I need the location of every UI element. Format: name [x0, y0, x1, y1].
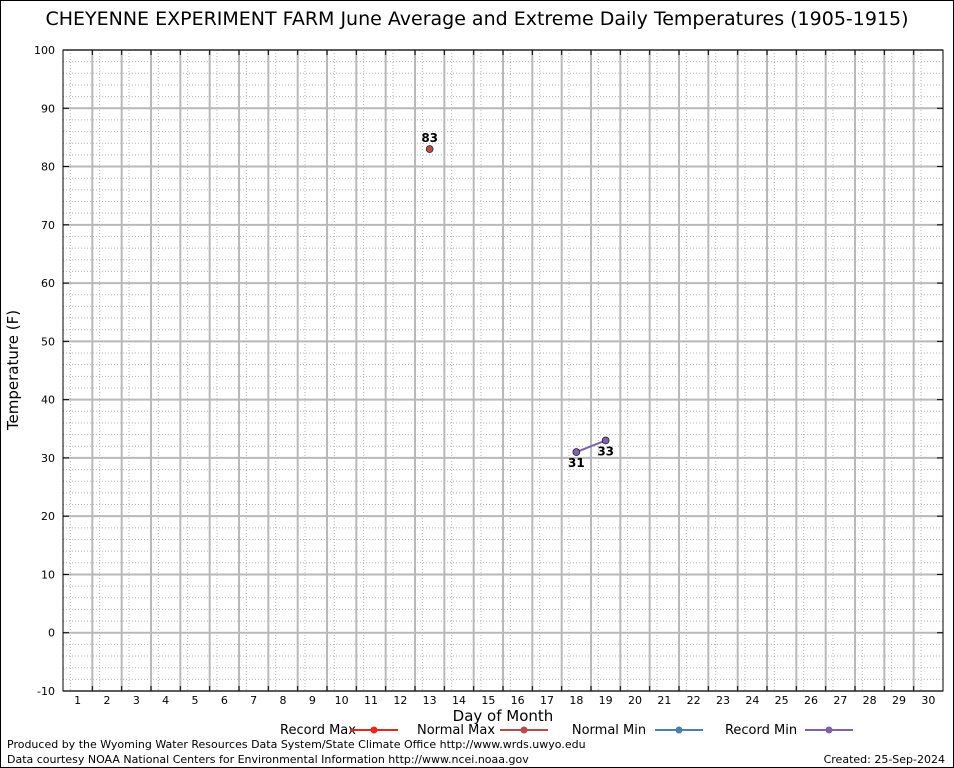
data-label: 33 [597, 444, 614, 458]
x-tick-label: 29 [892, 694, 906, 707]
legend-label: Normal Max [417, 723, 495, 738]
data-point [601, 436, 610, 445]
data-label: 31 [568, 456, 585, 470]
x-tick-label: 2 [104, 694, 111, 707]
y-tick-label: 70 [41, 219, 55, 232]
x-tick-label: 8 [280, 694, 287, 707]
x-tick-label: 22 [687, 694, 701, 707]
x-tick-label: 25 [775, 694, 789, 707]
x-tick-label: 3 [133, 694, 140, 707]
y-tick-label: 60 [41, 277, 55, 290]
legend-swatch-marker [370, 726, 378, 734]
x-tick-label: 6 [221, 694, 228, 707]
y-tick-label: 90 [41, 102, 55, 115]
x-axis-label: Day of Month [453, 707, 554, 725]
y-tick-label: 50 [41, 335, 55, 348]
y-axis-label: Temperature (F) [4, 310, 22, 431]
x-tick-label: 16 [511, 694, 525, 707]
credit-data-source: Data courtesy NOAA National Centers for … [7, 753, 529, 766]
legend-item: Normal Max [417, 723, 548, 738]
x-tick-label: 5 [192, 694, 199, 707]
y-tick-label: 100 [34, 44, 55, 57]
y-tick-label: 40 [41, 394, 55, 407]
y-tick-label: 10 [41, 568, 55, 581]
x-tick-label: 23 [716, 694, 730, 707]
y-tick-label: 0 [48, 627, 55, 640]
legend-item: Normal Min [572, 723, 703, 738]
x-tick-label: 18 [569, 694, 583, 707]
y-tick-label: 80 [41, 161, 55, 174]
chart-title: CHEYENNE EXPERIMENT FARM June Average an… [45, 8, 909, 30]
legend-item: Record Min [725, 723, 853, 738]
x-tick-label: 7 [250, 694, 257, 707]
x-tick-label: 28 [863, 694, 877, 707]
x-tick-label: 30 [921, 694, 935, 707]
legend-swatch-marker [675, 726, 683, 734]
x-tick-label: 27 [833, 694, 847, 707]
x-tick-label: 11 [364, 694, 378, 707]
y-tick-label: -10 [37, 685, 55, 698]
x-tick-label: 13 [423, 694, 437, 707]
x-tick-label: 17 [540, 694, 554, 707]
x-tick-label: 21 [657, 694, 671, 707]
data-point [572, 448, 581, 456]
x-tick-label: 4 [162, 694, 169, 707]
created-date: Created: 25-Sep-2024 [823, 753, 945, 766]
x-tick-label: 12 [393, 694, 407, 707]
y-tick-label: 20 [41, 510, 55, 523]
x-tick-label: 9 [309, 694, 316, 707]
x-tick-label: 19 [599, 694, 613, 707]
x-tick-label: 14 [452, 694, 466, 707]
legend-label: Normal Min [572, 723, 646, 738]
legend-item: Record Max [280, 723, 398, 738]
legend-swatch-marker [520, 726, 528, 734]
legend-label: Record Min [725, 723, 797, 738]
x-tick-label: 20 [628, 694, 642, 707]
credit-produced: Produced by the Wyoming Water Resources … [7, 738, 586, 751]
data-label: 83 [421, 131, 438, 145]
series-line [575, 439, 607, 454]
data-point [425, 145, 434, 153]
legend-swatch-marker [825, 726, 833, 734]
x-tick-label: 26 [804, 694, 818, 707]
x-tick-label: 10 [335, 694, 349, 707]
x-tick-label: 24 [745, 694, 759, 707]
x-tick-label: 1 [74, 694, 81, 707]
legend-label: Record Max [280, 723, 356, 738]
y-tick-label: 30 [41, 452, 55, 465]
x-tick-label: 15 [481, 694, 495, 707]
